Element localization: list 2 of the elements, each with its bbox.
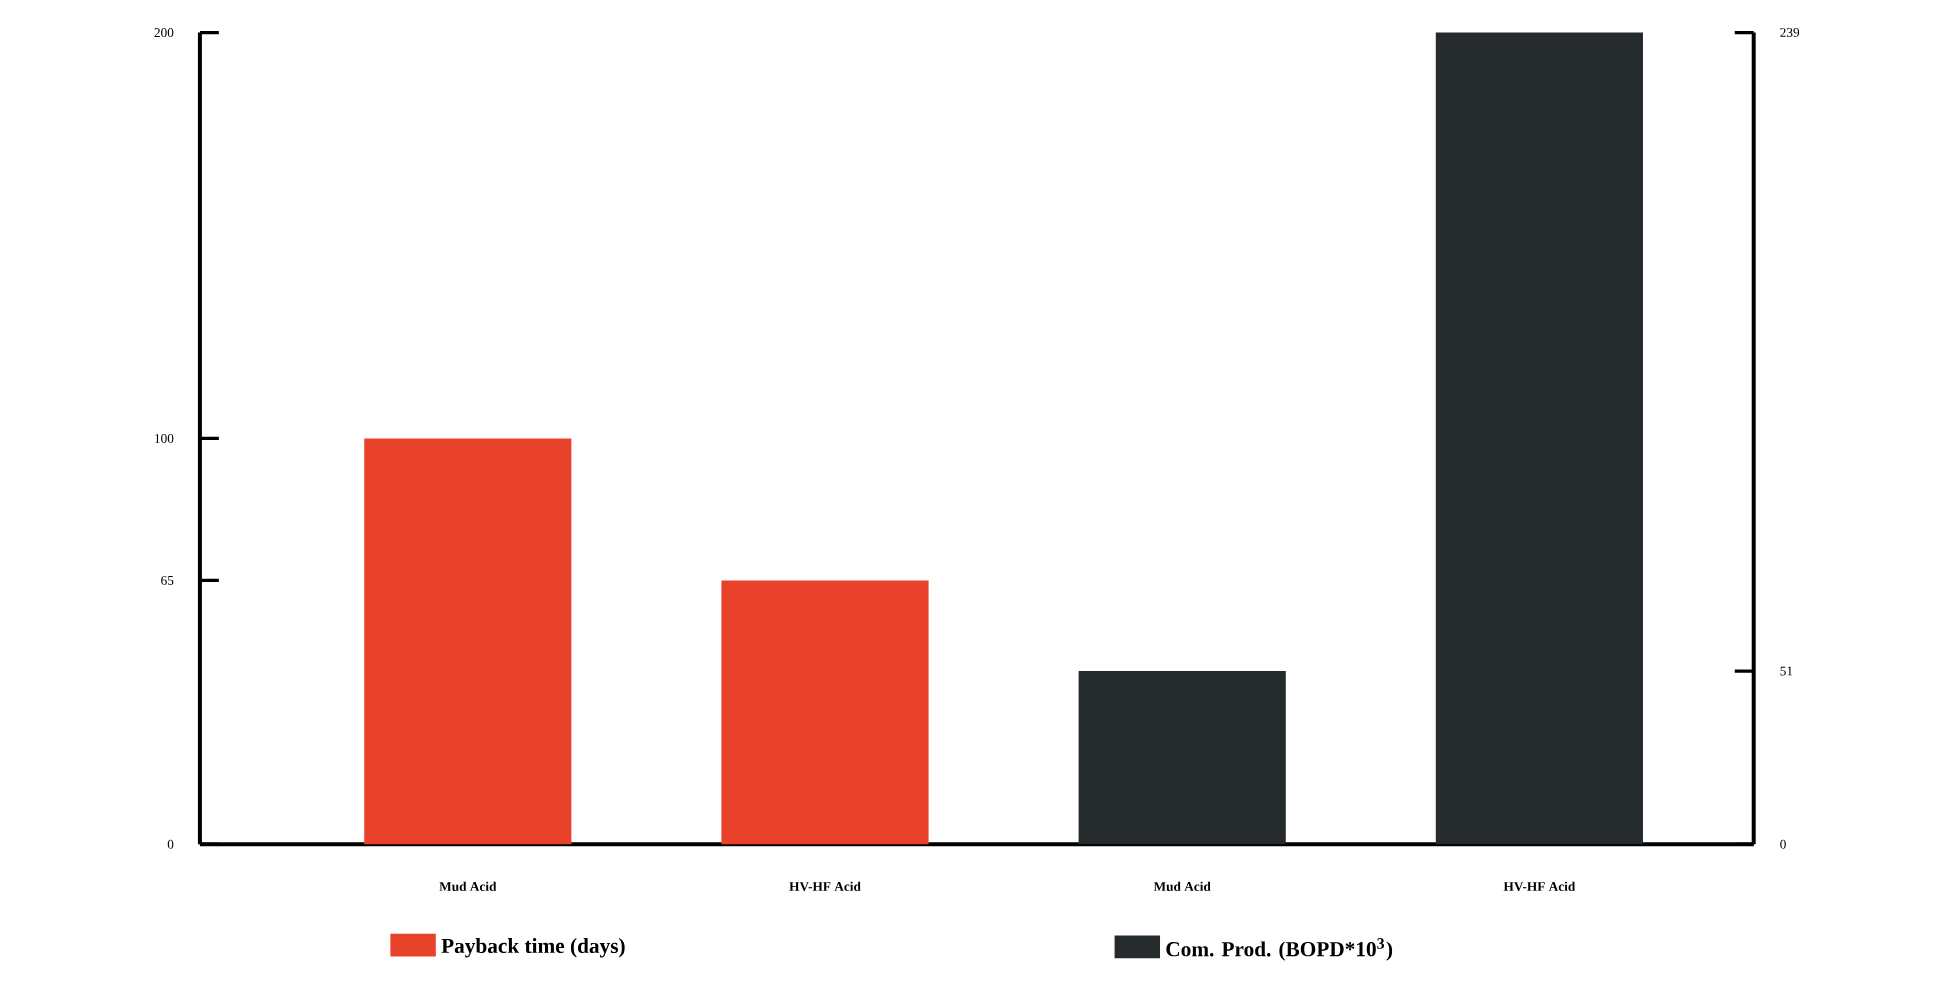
legend-label: Com. Prod. (BOPD*10$^{3}$) [1166,938,1393,961]
legend-label: Payback time (days) [441,938,625,958]
